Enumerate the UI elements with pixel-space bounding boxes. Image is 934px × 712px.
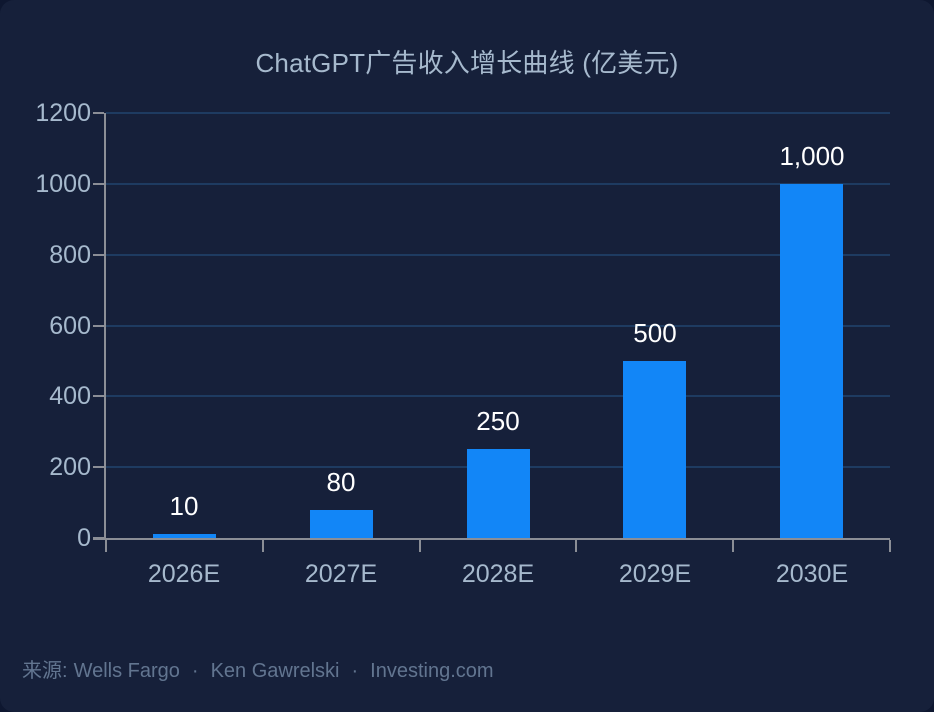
bar-2028E bbox=[467, 449, 530, 538]
bar-value-2026E: 10 bbox=[169, 491, 199, 521]
bar-value-2028E: 250 bbox=[476, 406, 520, 436]
source-prefix: 来源: bbox=[22, 660, 68, 682]
gridline-600 bbox=[106, 325, 890, 327]
source-item-2: Investing.com bbox=[370, 660, 494, 682]
y-tick-1000 bbox=[93, 183, 104, 185]
x-axis-label-2029E: 2029E bbox=[618, 560, 692, 588]
y-tick-800 bbox=[93, 254, 104, 256]
gridline-400 bbox=[106, 395, 890, 397]
source-separator: · bbox=[351, 660, 359, 682]
y-axis-line bbox=[104, 113, 106, 538]
bar-2030E bbox=[780, 184, 843, 538]
y-tick-400 bbox=[93, 395, 104, 397]
x-tick-4 bbox=[732, 540, 734, 552]
x-tick-3 bbox=[575, 540, 577, 552]
y-tick-600 bbox=[93, 325, 104, 327]
x-axis-line bbox=[93, 538, 890, 540]
plot-area: 0 200 400 600 800 1000 1200 10 2026E 80 2027E 250 2… bbox=[35, 100, 891, 587]
y-tick-200 bbox=[93, 466, 104, 468]
x-tick-2 bbox=[419, 540, 421, 552]
bar-2027E bbox=[310, 510, 373, 538]
bar-value-2030E: 1,000 bbox=[779, 141, 845, 171]
y-axis-label-1200: 1200 bbox=[35, 99, 91, 127]
chart-title: ChatGPT广告收入增长曲线 (亿美元) bbox=[255, 48, 679, 78]
y-axis-label-200: 200 bbox=[49, 453, 91, 481]
x-axis-label-2026E: 2026E bbox=[147, 560, 221, 588]
source-item-0: Wells Fargo bbox=[73, 660, 180, 682]
x-tick-5 bbox=[889, 540, 891, 552]
x-tick-1 bbox=[262, 540, 264, 552]
y-axis-label-0: 0 bbox=[77, 524, 91, 552]
y-axis-label-600: 600 bbox=[49, 312, 91, 340]
bar-value-2029E: 500 bbox=[633, 318, 677, 348]
x-tick-0 bbox=[105, 540, 107, 552]
x-axis-label-2028E: 2028E bbox=[461, 560, 535, 588]
source-footer: 来源: Wells Fargo · Ken Gawrelski · Investing.c… bbox=[22, 659, 494, 683]
x-axis-label-2027E: 2027E bbox=[304, 560, 378, 588]
y-axis-label-1000: 1000 bbox=[35, 170, 91, 198]
y-axis-label-400: 400 bbox=[49, 382, 91, 410]
gridline-1200 bbox=[106, 112, 890, 114]
gridline-800 bbox=[106, 254, 890, 256]
bar-2029E bbox=[623, 361, 686, 538]
y-tick-1200 bbox=[93, 112, 104, 114]
bar-value-2027E: 80 bbox=[326, 467, 356, 497]
y-tick-0 bbox=[93, 537, 104, 539]
source-item-1: Ken Gawrelski bbox=[210, 660, 340, 682]
gridline-1000 bbox=[106, 183, 890, 185]
bar-2026E bbox=[153, 534, 216, 538]
y-axis-label-800: 800 bbox=[49, 241, 91, 269]
x-axis-label-2030E: 2030E bbox=[775, 560, 849, 588]
source-separator: · bbox=[191, 660, 199, 682]
